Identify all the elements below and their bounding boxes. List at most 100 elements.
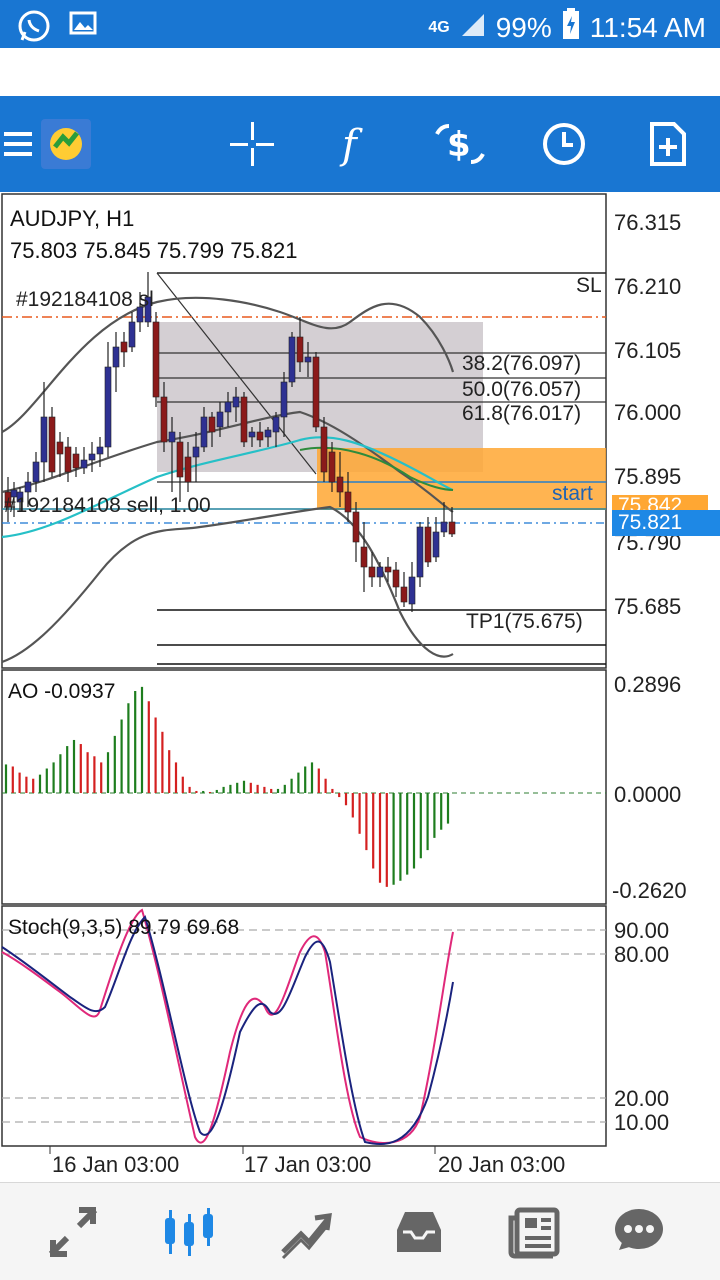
signal-icon	[460, 10, 486, 45]
trade-nav-icon[interactable]	[270, 1197, 340, 1267]
trade-icon[interactable]: $	[430, 114, 490, 174]
chart-icon[interactable]	[154, 1197, 224, 1267]
candle	[416, 526, 424, 578]
candle	[120, 341, 128, 353]
candles	[4, 272, 456, 612]
candle	[448, 521, 456, 535]
stoch-main-line	[1, 908, 454, 1144]
function-icon[interactable]: f	[326, 114, 386, 174]
candle	[168, 431, 176, 443]
ao-panel-frame	[1, 669, 607, 905]
orange-zone	[317, 448, 606, 510]
news-icon[interactable]	[500, 1197, 570, 1267]
battery-text: 99%	[495, 11, 552, 43]
time-label: 17 Jan 03:00	[244, 1152, 372, 1177]
price-tick: 75.895	[614, 464, 682, 489]
history-icon[interactable]	[384, 1197, 454, 1267]
candle	[352, 511, 360, 543]
bottom-navigation	[0, 1182, 720, 1280]
stoch-axis-tick: 20.00	[614, 1086, 670, 1111]
stoch-axis-tick: 80.00	[614, 942, 670, 967]
price-badge-blue: 75.821	[612, 510, 720, 536]
quotes-icon[interactable]	[38, 1197, 108, 1267]
candle	[248, 431, 256, 438]
candle	[424, 526, 432, 563]
svg-text:$: $	[447, 125, 471, 165]
candle	[152, 321, 160, 398]
order-sell-label: #192184108 sell, 1.00	[4, 494, 211, 517]
svg-text:f: f	[339, 122, 363, 168]
price-tick: 76.105	[614, 338, 682, 363]
price-tick: 76.210	[614, 274, 682, 299]
candle	[328, 451, 336, 483]
tp-label: TP1(75.675)	[466, 610, 583, 633]
price-tick: 76.315	[614, 210, 682, 235]
chat-icon[interactable]	[604, 1197, 674, 1267]
candle	[288, 336, 296, 383]
stoch-axis-tick: 90.00	[614, 918, 670, 943]
candle	[176, 441, 184, 478]
stoch-signal-line	[1, 915, 454, 1146]
ao-label: AO -0.0937	[8, 680, 116, 703]
candle	[72, 453, 80, 469]
candle	[200, 416, 208, 448]
candle	[184, 456, 192, 483]
chart-area[interactable]: AUDJPY, H1 75.803 75.845 75.799 75.821 #…	[0, 192, 720, 1182]
status-bar: 4G 99% 11:54 AM	[0, 0, 720, 48]
fib-diagonal	[156, 272, 317, 475]
candle	[296, 336, 304, 363]
fib-382-label: 38.2(76.097)	[462, 352, 582, 375]
sl-label: SL	[576, 274, 602, 297]
bollinger-lower	[1, 505, 454, 664]
candle	[40, 416, 48, 463]
bollinger-upper	[1, 296, 455, 433]
candle	[368, 566, 376, 578]
fib-500-label: 50.0(76.057)	[462, 378, 582, 401]
ao-axis-tick: -0.2620	[612, 878, 687, 903]
metatrader-logo[interactable]	[36, 114, 96, 174]
time-label: 16 Jan 03:00	[52, 1152, 180, 1177]
ao-histogram	[4, 686, 450, 887]
image-icon	[68, 8, 98, 49]
candle	[32, 461, 40, 483]
start-label: start	[552, 482, 593, 505]
candle	[432, 531, 440, 558]
candle	[80, 459, 88, 469]
candle	[24, 481, 32, 493]
ao-axis-tick: 0.0000	[614, 782, 682, 807]
new-document-icon[interactable]	[638, 114, 698, 174]
stoch-label: Stoch(9,3,5) 89.79 69.68	[8, 916, 240, 939]
candle	[128, 321, 136, 348]
candle	[392, 569, 400, 588]
price-tick: 76.000	[614, 400, 682, 425]
candle	[232, 396, 240, 408]
candle	[344, 491, 352, 513]
clock-icon[interactable]	[534, 114, 594, 174]
candle	[16, 491, 24, 503]
crosshair-icon[interactable]	[222, 114, 282, 174]
ohlc-label: 75.803 75.845 75.799 75.821	[10, 238, 298, 263]
candle	[192, 446, 200, 458]
ma-cyan	[1, 436, 454, 539]
candle	[384, 566, 392, 573]
ma-green	[299, 446, 454, 491]
candle	[216, 411, 224, 428]
stoch-axis-tick: 10.00	[614, 1110, 670, 1135]
chart-canvas[interactable]	[0, 192, 720, 1182]
candle	[224, 401, 232, 413]
network-label: 4G	[428, 18, 450, 36]
candle	[48, 416, 56, 473]
candle	[272, 416, 280, 433]
candle	[136, 306, 144, 323]
candle	[104, 366, 112, 448]
candle	[56, 441, 64, 455]
time-label: 20 Jan 03:00	[438, 1152, 566, 1177]
candle	[304, 356, 312, 363]
candle	[112, 346, 120, 368]
candle	[256, 431, 264, 441]
candle	[376, 566, 384, 578]
candle	[88, 453, 96, 461]
price-tick: 75.685	[614, 594, 682, 619]
menu-icon[interactable]	[0, 114, 48, 174]
candle	[64, 446, 72, 473]
